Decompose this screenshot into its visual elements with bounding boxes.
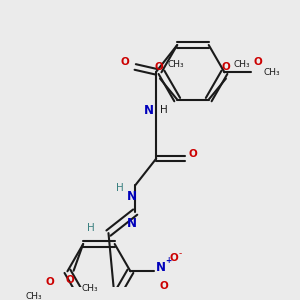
Text: O: O [221,62,230,72]
Text: H: H [160,105,168,115]
Text: CH₃: CH₃ [81,284,98,293]
Text: CH₃: CH₃ [168,60,184,69]
Text: N: N [127,217,137,230]
Text: O: O [169,253,178,263]
Text: N: N [156,261,166,274]
Text: O: O [65,275,74,286]
Text: O: O [155,62,164,72]
Text: CH₃: CH₃ [233,60,250,69]
Text: -: - [178,250,182,259]
Text: H: H [87,223,95,233]
Text: O: O [46,277,55,287]
Text: N: N [127,190,137,203]
Text: H: H [116,183,124,193]
Text: +: + [165,256,171,265]
Text: O: O [159,281,168,291]
Text: O: O [253,57,262,67]
Text: CH₃: CH₃ [264,68,280,77]
Text: CH₃: CH₃ [26,292,42,300]
Text: N: N [144,104,154,117]
Text: O: O [189,149,197,159]
Text: O: O [121,57,130,67]
